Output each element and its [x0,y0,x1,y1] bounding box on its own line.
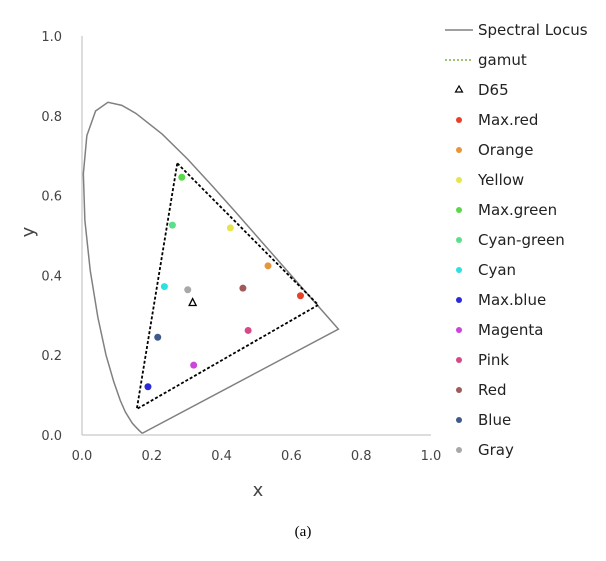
legend-label-blue: Blue [478,411,511,429]
point-max-red [296,292,304,300]
y-tick-label: 0.6 [41,190,62,205]
x-tick-label: 0.4 [211,449,232,464]
point-blue [154,333,162,341]
legend-label-max-red: Max.red [478,111,538,129]
legend-marker-max-blue [456,297,462,303]
x-tick-label: 1.0 [421,449,442,464]
y-tick-label: 0.8 [41,110,62,125]
y-tick-label: 0.4 [41,269,62,284]
legend-marker-gray [456,447,462,453]
point-cyan-green [168,221,176,229]
x-tick-label: 0.8 [351,449,372,464]
legend-label-cyan-green: Cyan-green [478,231,565,249]
legend-marker-cyan-green [456,237,462,243]
legend-label-cyan: Cyan [478,261,516,279]
y-axis-label: y [18,226,39,237]
legend-label-max-blue: Max.blue [478,291,546,309]
legend-marker-pink [456,357,462,363]
point-max-blue [144,383,152,391]
spectral-locus-line [82,101,340,434]
legend-marker-max-red [456,117,462,123]
legend-label-magenta: Magenta [478,321,543,339]
y-tick-label: 1.0 [41,30,62,45]
legend-label-d65: D65 [478,81,509,99]
legend-label-yellow: Yellow [477,171,524,189]
legend-label-max-green: Max.green [478,201,557,219]
legend-label-pink: Pink [478,351,509,369]
point-yellow [226,224,234,232]
point-cyan [160,283,168,291]
legend-marker-cyan [456,267,462,273]
legend-label-gray: Gray [478,441,514,459]
point-d65-triangle [188,297,198,307]
point-red [239,284,247,292]
x-tick-label: 0.6 [281,449,302,464]
point-max-green [178,173,186,181]
x-tick-label: 0.0 [72,449,93,464]
legend-label-orange: Orange [478,141,533,159]
legend-label-gamut: gamut [478,51,527,69]
y-tick-label: 0.0 [41,429,62,444]
legend-marker-yellow [456,177,462,183]
x-axis-label: x [253,480,264,501]
point-gray [184,286,192,294]
caption: (a) [295,524,312,540]
legend-marker-max-green [456,207,462,213]
point-pink [244,326,252,334]
legend-marker-orange [456,147,462,153]
legend-marker-blue [456,417,462,423]
point-orange [264,262,272,270]
x-tick-label: 0.2 [141,449,162,464]
legend-label-spectral-locus: Spectral Locus [478,21,588,39]
legend-marker-d65 [454,84,464,93]
y-tick-label: 0.2 [41,349,62,364]
legend-marker-magenta [456,327,462,333]
legend-marker-red [456,387,462,393]
legend-label-red: Red [478,381,507,399]
point-magenta [190,361,198,369]
